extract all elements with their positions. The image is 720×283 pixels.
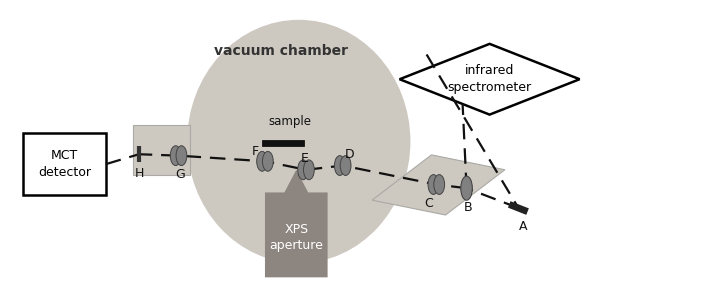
Ellipse shape: [176, 146, 187, 166]
Text: E: E: [301, 152, 308, 165]
Ellipse shape: [187, 20, 410, 263]
Text: F: F: [251, 145, 258, 158]
Ellipse shape: [334, 156, 345, 175]
Text: A: A: [519, 220, 528, 233]
Ellipse shape: [340, 156, 351, 175]
Polygon shape: [372, 155, 505, 215]
Text: XPS
aperture: XPS aperture: [269, 223, 323, 252]
Text: infrared
spectrometer: infrared spectrometer: [448, 64, 531, 94]
Bar: [262, 140, 304, 146]
Text: MCT
detector: MCT detector: [38, 149, 91, 179]
Ellipse shape: [262, 151, 273, 171]
Text: sample: sample: [269, 115, 312, 128]
Text: G: G: [175, 168, 185, 181]
Ellipse shape: [171, 146, 181, 166]
Ellipse shape: [298, 160, 308, 180]
Ellipse shape: [433, 175, 444, 194]
Text: D: D: [345, 148, 355, 161]
Ellipse shape: [304, 160, 314, 180]
Ellipse shape: [257, 151, 267, 171]
Text: vacuum chamber: vacuum chamber: [214, 44, 348, 58]
Text: H: H: [134, 167, 144, 180]
Polygon shape: [400, 44, 580, 115]
Polygon shape: [265, 170, 328, 277]
Text: C: C: [425, 197, 433, 210]
Bar: [133, 125, 190, 175]
Ellipse shape: [461, 176, 472, 200]
Bar: [23, 133, 106, 195]
Text: B: B: [464, 201, 472, 214]
Ellipse shape: [428, 175, 439, 194]
